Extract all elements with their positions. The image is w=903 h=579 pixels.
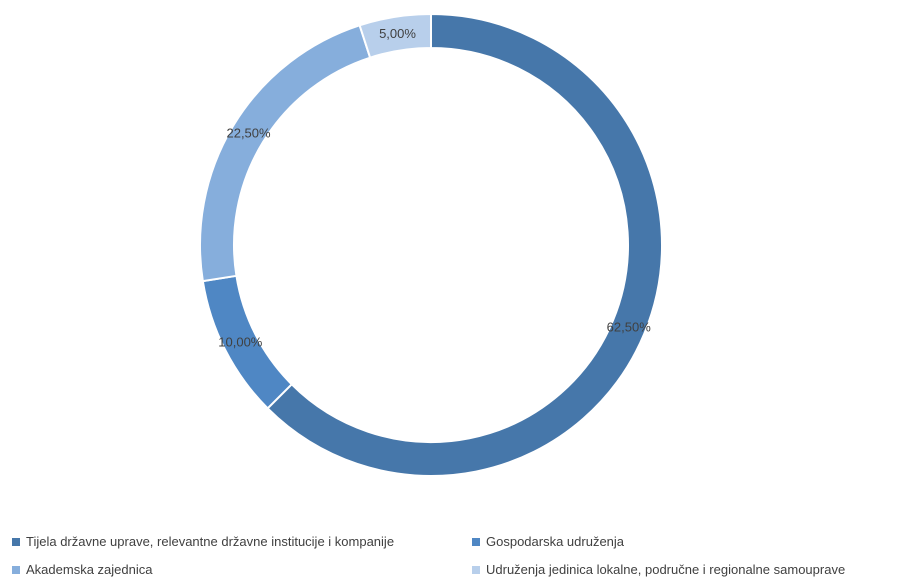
legend: Tijela državne uprave, relevantne državn… xyxy=(0,528,903,579)
donut-chart-svg: 62,50% 10,00% 22,50% 5,00% xyxy=(199,12,663,477)
legend-swatch-tijela xyxy=(12,537,20,546)
slice-udruzenja xyxy=(358,12,432,59)
legend-item-gospodarska: Gospodarska udruženja xyxy=(472,534,624,549)
data-label-udruzenja: 5,00% xyxy=(379,26,416,41)
legend-swatch-gospodarska xyxy=(472,537,480,546)
data-label-tijela: 62,50% xyxy=(607,319,652,334)
legend-item-akademska: Akademska zajednica xyxy=(12,562,152,577)
legend-item-udruzenja: Udruženja jedinica lokalne, područne i r… xyxy=(472,562,845,577)
data-label-gospodarska: 10,00% xyxy=(218,335,263,350)
slice-akademska xyxy=(199,24,372,283)
data-label-akademska: 22,50% xyxy=(226,126,271,141)
slices-group xyxy=(199,12,663,477)
legend-label-akademska: Akademska zajednica xyxy=(26,562,153,577)
legend-label-tijela: Tijela državne uprave, relevantne državn… xyxy=(26,534,395,549)
legend-item-tijela: Tijela državne uprave, relevantne državn… xyxy=(12,534,394,549)
legend-swatch-akademska xyxy=(12,565,20,574)
legend-swatch-udruzenja xyxy=(472,565,480,574)
legend-label-udruzenja: Udruženja jedinica lokalne, područne i r… xyxy=(486,562,846,577)
data-labels-group: 62,50% 10,00% 22,50% 5,00% xyxy=(218,26,651,350)
legend-label-gospodarska: Gospodarska udruženja xyxy=(486,534,625,549)
slice-tijela xyxy=(266,12,663,477)
